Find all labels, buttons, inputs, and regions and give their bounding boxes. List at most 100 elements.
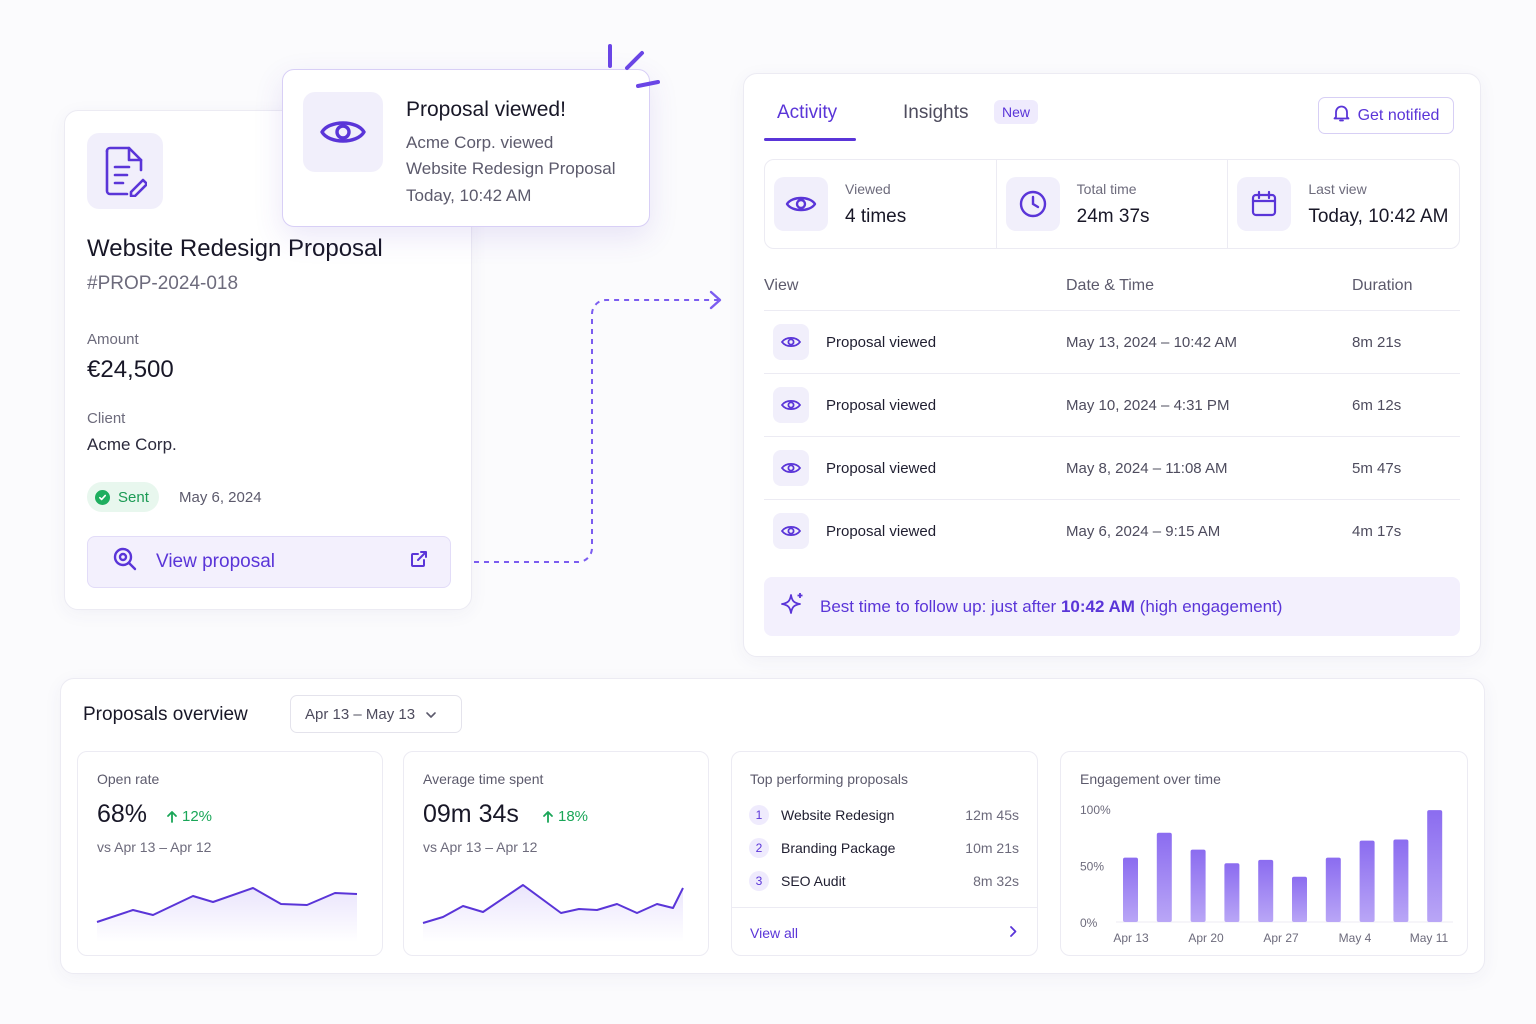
chart-bar xyxy=(1156,832,1172,922)
tab-insights[interactable]: Insights xyxy=(903,102,969,123)
row-duration: 5m 47s xyxy=(1352,459,1402,477)
client-label: Client xyxy=(87,410,126,427)
view-proposal-button[interactable]: View proposal xyxy=(87,536,451,588)
magnify-eye-icon xyxy=(112,546,138,578)
stat-viewed: Viewed 4 times xyxy=(765,160,996,248)
proposal-time: 12m 45s xyxy=(965,807,1019,823)
rank-badge: 2 xyxy=(749,838,769,858)
chevron-right-icon xyxy=(1009,925,1017,941)
sparkles-icon xyxy=(780,591,806,622)
amount-value: €24,500 xyxy=(87,356,174,383)
table-row[interactable]: Proposal viewed May 13, 2024 – 10:42 AM … xyxy=(764,310,1460,373)
eye-icon xyxy=(773,387,809,423)
row-duration: 8m 21s xyxy=(1352,333,1402,351)
tip-time: 10:42 AM xyxy=(1060,596,1135,616)
bell-icon xyxy=(1333,104,1350,127)
calendar-icon xyxy=(1237,177,1292,231)
view-all-link[interactable]: View all xyxy=(732,907,1037,957)
clock-icon xyxy=(1005,177,1060,231)
row-event: Proposal viewed xyxy=(826,522,937,540)
average-time-comparison: vs Apr 13 – Apr 12 xyxy=(423,839,538,855)
chart-bar xyxy=(1190,849,1206,922)
proposal-name: Website Redesign xyxy=(781,807,895,823)
average-time-value: 09m 34s xyxy=(423,800,519,828)
x-tick-label: Apr 13 xyxy=(1113,931,1149,945)
check-icon xyxy=(95,489,110,505)
sparkle-icon xyxy=(608,44,660,88)
proposal-time: 8m 32s xyxy=(973,873,1019,889)
notification-time: Today, 10:42 AM xyxy=(406,186,532,205)
view-proposal-label: View proposal xyxy=(156,551,276,572)
average-time-delta: 18% xyxy=(542,808,588,825)
table-row[interactable]: Proposal viewed May 8, 2024 – 11:08 AM 5… xyxy=(764,436,1460,499)
proposal-id: #PROP-2024-018 xyxy=(87,273,239,294)
client-value: Acme Corp. xyxy=(87,435,177,454)
proposal-time: 10m 21s xyxy=(965,840,1019,856)
table-row[interactable]: Proposal viewed May 10, 2024 – 4:31 PM 6… xyxy=(764,373,1460,436)
proposal-name: SEO Audit xyxy=(781,873,846,889)
view-all-label: View all xyxy=(750,924,798,941)
date-range-select[interactable]: Apr 13 – May 13 xyxy=(290,695,462,733)
status-badge: Sent xyxy=(87,482,159,512)
get-notified-label: Get notified xyxy=(1357,106,1440,124)
x-tick-label: May 4 xyxy=(1339,931,1372,945)
table-row[interactable]: Proposal viewed May 6, 2024 – 9:15 AM 4m… xyxy=(764,499,1460,562)
external-link-icon xyxy=(410,550,428,574)
rank-badge: 3 xyxy=(749,871,769,891)
stat-label: Viewed xyxy=(845,180,891,197)
chart-bar xyxy=(1393,839,1409,922)
engagement-title: Engagement over time xyxy=(1080,771,1221,787)
list-item[interactable]: 2 Branding Package 10m 21s xyxy=(749,838,1019,858)
amount-label: Amount xyxy=(87,331,139,348)
stat-value: 24m 37s xyxy=(1076,205,1150,227)
top-proposals-card: Top performing proposals 1 Website Redes… xyxy=(731,751,1038,956)
list-item[interactable]: 3 SEO Audit 8m 32s xyxy=(749,871,1019,891)
chart-bar xyxy=(1359,840,1375,922)
y-tick-label: 0% xyxy=(1080,916,1098,930)
tab-activity[interactable]: Activity xyxy=(777,102,838,123)
sent-date: May 6, 2024 xyxy=(179,489,262,506)
chart-bar xyxy=(1224,863,1240,922)
follow-up-tip: Best time to follow up: just after 10:42… xyxy=(764,577,1460,636)
get-notified-button[interactable]: Get notified xyxy=(1318,97,1454,134)
row-duration: 6m 12s xyxy=(1352,396,1402,414)
arrow-up-icon xyxy=(167,811,177,823)
y-tick-label: 50% xyxy=(1080,860,1104,874)
eye-icon xyxy=(773,513,809,549)
row-date: May 6, 2024 – 9:15 AM xyxy=(1066,522,1221,540)
document-icon xyxy=(87,133,163,209)
eye-icon xyxy=(774,177,828,231)
status-label: Sent xyxy=(118,488,149,506)
open-rate-comparison: vs Apr 13 – Apr 12 xyxy=(97,839,212,855)
list-item[interactable]: 1 Website Redesign 12m 45s xyxy=(749,805,1019,825)
stats-row: Viewed 4 times Total time 24m 37s Last v… xyxy=(764,159,1460,249)
eye-icon xyxy=(773,450,809,486)
open-rate-value: 68% xyxy=(97,800,148,828)
overview-title: Proposals overview xyxy=(83,704,248,725)
row-event: Proposal viewed xyxy=(826,396,937,414)
proposal-name: Branding Package xyxy=(781,840,896,856)
active-tab-indicator xyxy=(764,138,856,141)
row-event: Proposal viewed xyxy=(826,459,937,477)
chart-bar xyxy=(1427,810,1443,922)
notification-title: Proposal viewed! xyxy=(406,98,566,121)
chart-bar xyxy=(1258,859,1274,922)
engagement-bar-chart: 100% 50% 0% Apr 13 Apr 20 Apr 27 May 4 May 11 xyxy=(1080,803,1453,945)
notification-line-1: Acme Corp. viewed xyxy=(406,133,554,152)
row-date: May 10, 2024 – 4:31 PM xyxy=(1066,396,1230,414)
average-time-sparkline xyxy=(422,884,684,942)
x-tick-label: Apr 27 xyxy=(1263,931,1299,945)
proposal-title: Website Redesign Proposal xyxy=(87,235,383,262)
new-badge: New xyxy=(994,100,1039,124)
chart-bar xyxy=(1123,857,1138,922)
row-date: May 8, 2024 – 11:08 AM xyxy=(1066,459,1228,477)
stat-label: Total time xyxy=(1076,180,1137,197)
tip-text: Best time to follow up: just after xyxy=(820,596,1057,616)
average-time-delta-value: 18% xyxy=(558,808,589,825)
eye-icon xyxy=(303,92,383,172)
column-header-date: Date & Time xyxy=(1066,277,1155,294)
stat-value: Today, 10:42 AM xyxy=(1308,205,1449,227)
activity-panel: Activity Insights New Get notified Viewe… xyxy=(743,73,1481,657)
stat-value: 4 times xyxy=(845,205,907,227)
eye-icon xyxy=(773,324,809,360)
